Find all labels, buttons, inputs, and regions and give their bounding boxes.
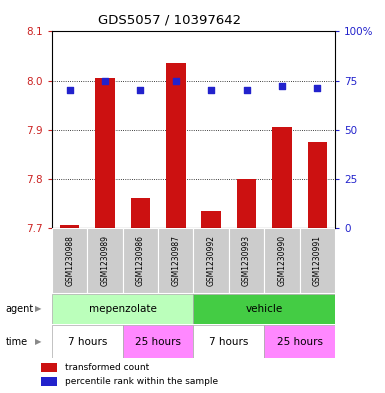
Text: GSM1230989: GSM1230989 bbox=[100, 235, 110, 286]
Bar bbox=[87, 228, 123, 293]
Bar bbox=[60, 226, 79, 228]
Text: time: time bbox=[6, 337, 28, 347]
Bar bbox=[131, 198, 150, 228]
Point bbox=[137, 87, 144, 94]
Bar bbox=[42, 377, 57, 386]
Text: vehicle: vehicle bbox=[246, 304, 283, 314]
Bar bbox=[166, 63, 186, 228]
Text: GSM1230988: GSM1230988 bbox=[65, 235, 74, 286]
Text: 25 hours: 25 hours bbox=[276, 336, 323, 347]
Bar bbox=[52, 228, 87, 293]
Bar bbox=[272, 127, 291, 228]
Text: GSM1230993: GSM1230993 bbox=[242, 235, 251, 286]
Text: GSM1230991: GSM1230991 bbox=[313, 235, 322, 286]
Text: ▶: ▶ bbox=[35, 338, 42, 346]
Bar bbox=[193, 325, 264, 358]
Bar bbox=[52, 294, 193, 324]
Text: agent: agent bbox=[6, 303, 34, 314]
Bar bbox=[201, 211, 221, 228]
Bar bbox=[42, 363, 57, 372]
Bar bbox=[193, 228, 229, 293]
Bar bbox=[229, 228, 264, 293]
Point bbox=[208, 87, 214, 94]
Text: 7 hours: 7 hours bbox=[209, 336, 249, 347]
Text: GSM1230990: GSM1230990 bbox=[277, 235, 286, 286]
Bar bbox=[123, 228, 158, 293]
Bar bbox=[193, 294, 335, 324]
Text: GSM1230986: GSM1230986 bbox=[136, 235, 145, 286]
Point bbox=[314, 85, 320, 92]
Text: GSM1230987: GSM1230987 bbox=[171, 235, 180, 286]
Bar bbox=[52, 325, 123, 358]
Bar bbox=[264, 228, 300, 293]
Bar bbox=[95, 78, 115, 228]
Text: 25 hours: 25 hours bbox=[135, 336, 181, 347]
Point bbox=[102, 77, 108, 84]
Bar bbox=[158, 228, 193, 293]
Bar bbox=[123, 325, 193, 358]
Text: GSM1230992: GSM1230992 bbox=[207, 235, 216, 286]
Text: transformed count: transformed count bbox=[65, 363, 149, 372]
Point bbox=[67, 87, 73, 94]
Text: mepenzolate: mepenzolate bbox=[89, 304, 157, 314]
Point bbox=[173, 77, 179, 84]
Text: percentile rank within the sample: percentile rank within the sample bbox=[65, 377, 218, 386]
Bar bbox=[300, 228, 335, 293]
Bar bbox=[237, 179, 256, 228]
Text: 7 hours: 7 hours bbox=[68, 336, 107, 347]
Point bbox=[243, 87, 249, 94]
Point bbox=[279, 83, 285, 90]
Text: ▶: ▶ bbox=[35, 304, 42, 313]
Bar bbox=[308, 142, 327, 228]
Text: GDS5057 / 10397642: GDS5057 / 10397642 bbox=[98, 14, 241, 27]
Bar bbox=[264, 325, 335, 358]
